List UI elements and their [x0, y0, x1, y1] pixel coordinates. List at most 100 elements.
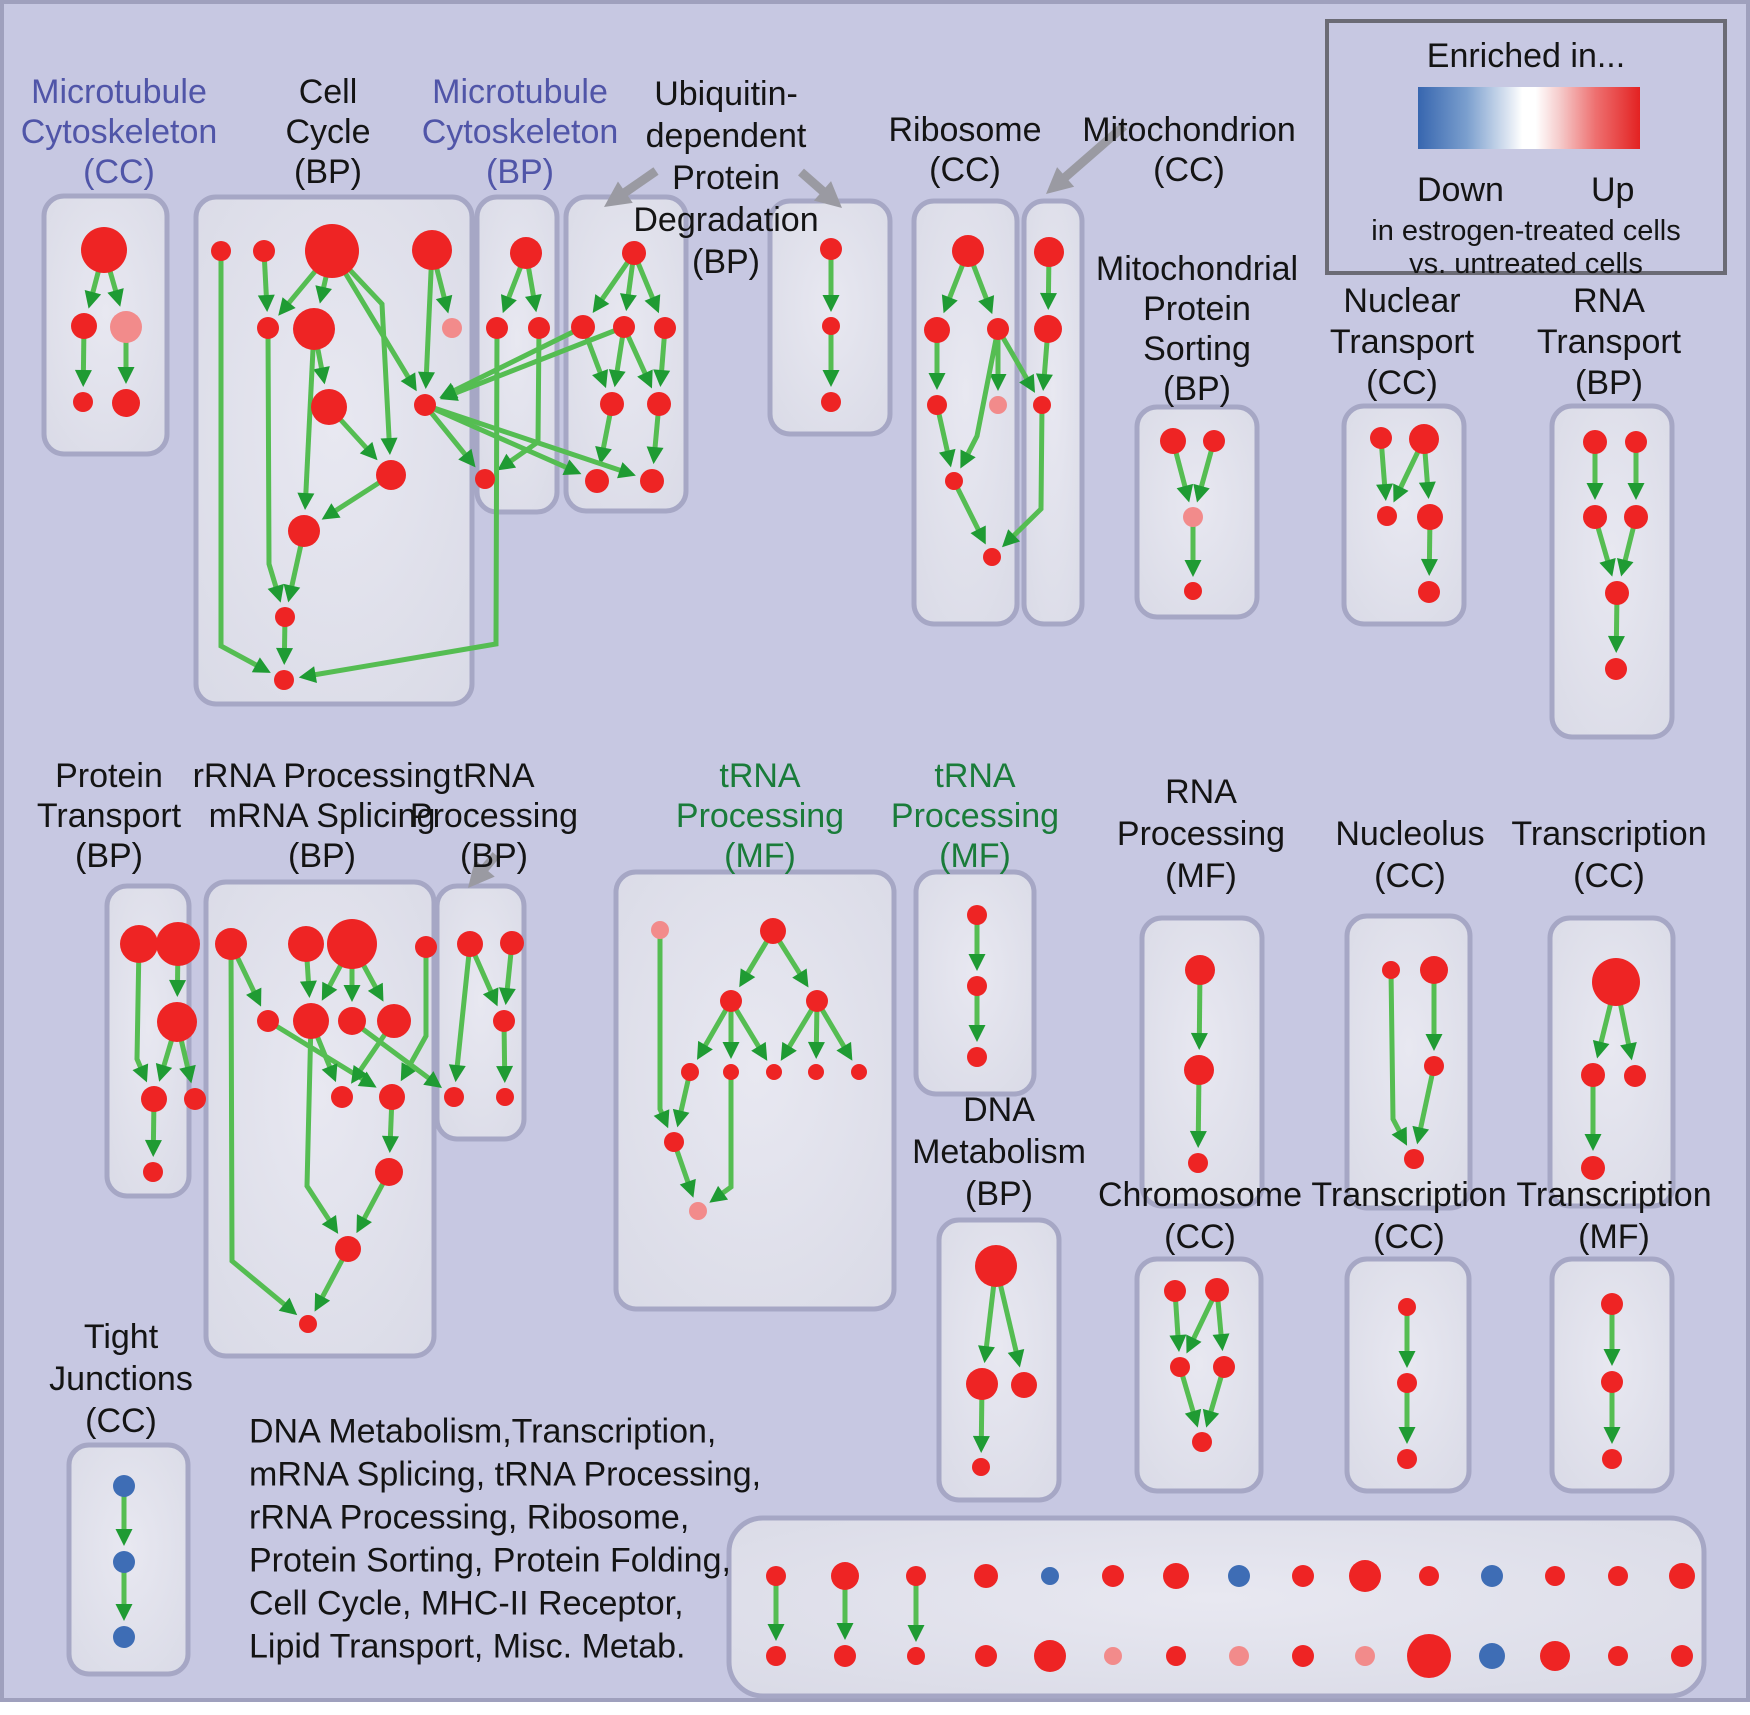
cluster-label-ubiq1-line3: Protein — [672, 159, 780, 197]
legend-subtitle-line1: in estrogen-treated cells — [1371, 215, 1681, 247]
go-term-node-rrna-r12 — [335, 1236, 361, 1262]
go-term-node-trnamf1-m8 — [808, 1064, 824, 1080]
go-term-node-prottrans-pd — [141, 1086, 167, 1112]
edge-arrowhead — [246, 987, 262, 1007]
go-term-node-prottrans-pf — [143, 1162, 163, 1182]
go-term-node-trnabp-t4 — [444, 1087, 464, 1107]
cluster-label-rrna-line3: (BP) — [288, 837, 356, 875]
go-term-node-mixed-a10 — [1349, 1560, 1381, 1592]
go-term-node-transcc1-z4 — [1581, 1156, 1605, 1180]
edge-arrowhead — [144, 1139, 162, 1158]
go-term-node-trnamf1-m6 — [723, 1064, 739, 1080]
cluster-label-mito-line2: (CC) — [1153, 151, 1225, 189]
go-term-node-tightjunc-j3 — [113, 1626, 135, 1648]
annotation-arrowhead — [813, 181, 842, 208]
go-term-node-mixed-a1 — [766, 1566, 786, 1586]
edge-arrowhead — [938, 448, 956, 468]
cluster-label-prottrans-line1: Protein — [55, 757, 163, 795]
edge-arrowhead — [1391, 1126, 1408, 1146]
go-term-node-mixed-b7 — [1166, 1646, 1186, 1666]
cluster-label-rnamf-line2: Processing — [1116, 815, 1286, 853]
go-term-node-rrna-r3 — [327, 919, 377, 969]
edge-arrowhead — [381, 1135, 399, 1154]
edge-arrowhead — [115, 1604, 133, 1621]
go-term-node-ribosome-B — [924, 317, 950, 343]
edge-arrowhead — [321, 981, 338, 1001]
cluster-label-mtcc-line1: Microtubule — [31, 73, 207, 111]
edge-arrowhead — [836, 1041, 853, 1061]
cluster-label-rrna-line1: rRNA Processing — [192, 757, 452, 795]
go-term-node-trnamf1-m4 — [806, 990, 828, 1012]
edge-arrowhead — [970, 525, 986, 545]
go-term-node-dnamet-g2 — [966, 1368, 998, 1400]
edge-arrowhead — [321, 503, 341, 520]
edge-arrowhead — [400, 1062, 417, 1082]
go-term-node-ubiq2-v1 — [820, 238, 842, 260]
go-term-node-nucleolus-n2 — [1420, 956, 1448, 984]
edge-arrowhead — [960, 449, 976, 469]
legend-title: Enriched in... — [1426, 37, 1626, 75]
edge-arrowhead — [1190, 1032, 1208, 1051]
go-term-node-cellcycle-c13 — [274, 670, 294, 690]
go-term-node-mixed-a8 — [1228, 1565, 1250, 1587]
go-term-node-trnabp-t2 — [500, 931, 524, 955]
go-term-node-tightjunc-j1 — [113, 1475, 135, 1497]
cross-edge — [450, 324, 585, 394]
go-term-node-transcc2-x1 — [1398, 1298, 1416, 1316]
cluster-label-trnamf1-line3: (MF) — [724, 837, 796, 875]
edge-arrowhead — [644, 294, 661, 314]
cross-edge — [424, 402, 624, 474]
edge-arrowhead — [978, 1345, 995, 1364]
cluster-label-transcc2-line1: Transcription — [1311, 1176, 1507, 1214]
network-diagram — [41, 122, 1707, 1699]
edge-arrowhead — [672, 1108, 690, 1128]
edge-arrowhead — [107, 288, 124, 307]
edge-nucleolus — [1417, 1065, 1437, 1132]
go-term-node-prottrans-pc — [157, 1002, 197, 1042]
misc-clusters-text-line1: DNA Metabolism,Transcription, — [249, 1412, 717, 1451]
edge-arrowhead — [1007, 1348, 1025, 1368]
annotation-arrow-to-mitochondrion-box — [1059, 122, 1127, 183]
go-term-node-mitosort-p4 — [1184, 582, 1202, 600]
edge-arrowhead — [1592, 1039, 1610, 1059]
go-term-node-mixed-b6 — [1104, 1647, 1122, 1665]
edge-arrowhead — [1393, 483, 1409, 503]
cluster-label-dnamet-line2: Metabolism — [912, 1133, 1086, 1171]
go-term-node-rrna-r9 — [331, 1086, 353, 1108]
edge-arrowhead — [356, 1214, 372, 1234]
edge-arrowhead — [653, 1109, 670, 1129]
cluster-label-trnabp-line2: Processing — [409, 797, 579, 835]
edge-arrowhead — [1002, 529, 1021, 548]
edge-arrowhead — [562, 459, 582, 476]
edge-arrowhead — [592, 294, 610, 314]
go-term-node-trnamf1-m1 — [651, 921, 669, 939]
edge-arrowhead — [84, 289, 102, 309]
go-term-node-rnatrans-w1 — [1583, 430, 1607, 454]
go-term-node-cellcycle-c2 — [253, 240, 275, 262]
edge-arrowhead — [314, 1292, 331, 1312]
cross-edge — [423, 403, 469, 459]
edge-arrowhead — [283, 583, 301, 603]
go-term-node-tightjunc-j2 — [113, 1551, 135, 1573]
edge-nucleolus — [1388, 969, 1403, 1135]
go-term-node-prottrans-pa — [120, 925, 158, 963]
go-term-node-rrna-r7 — [338, 1007, 366, 1035]
go-term-node-rnatrans-w2 — [1625, 431, 1647, 453]
go-term-node-transcc1-z1 — [1592, 958, 1640, 1006]
cluster-label-nuctrans-line1: Nuclear — [1343, 282, 1461, 320]
go-term-node-mixed-b8 — [1229, 1646, 1249, 1666]
edge-arrowhead — [679, 1178, 696, 1198]
annotation-arrowhead — [468, 859, 495, 888]
edge-arrowhead — [267, 583, 284, 603]
cluster-box-nucleolus — [1344, 913, 1473, 1211]
cluster-label-rnatrans-line2: Transport — [1536, 323, 1682, 361]
edge-arrowhead — [751, 1041, 768, 1061]
legend-up-label: Up — [1591, 171, 1635, 209]
go-term-node-trnamf1-m3 — [720, 990, 742, 1012]
cluster-label-mtbp-line3: (BP) — [486, 153, 554, 191]
cluster-label-mitosort-line1: Mitochondrial — [1095, 250, 1299, 288]
cluster-box-mito — [1021, 198, 1085, 627]
edge-rrna — [304, 1020, 333, 1224]
edge-arrowhead — [1603, 1349, 1621, 1366]
